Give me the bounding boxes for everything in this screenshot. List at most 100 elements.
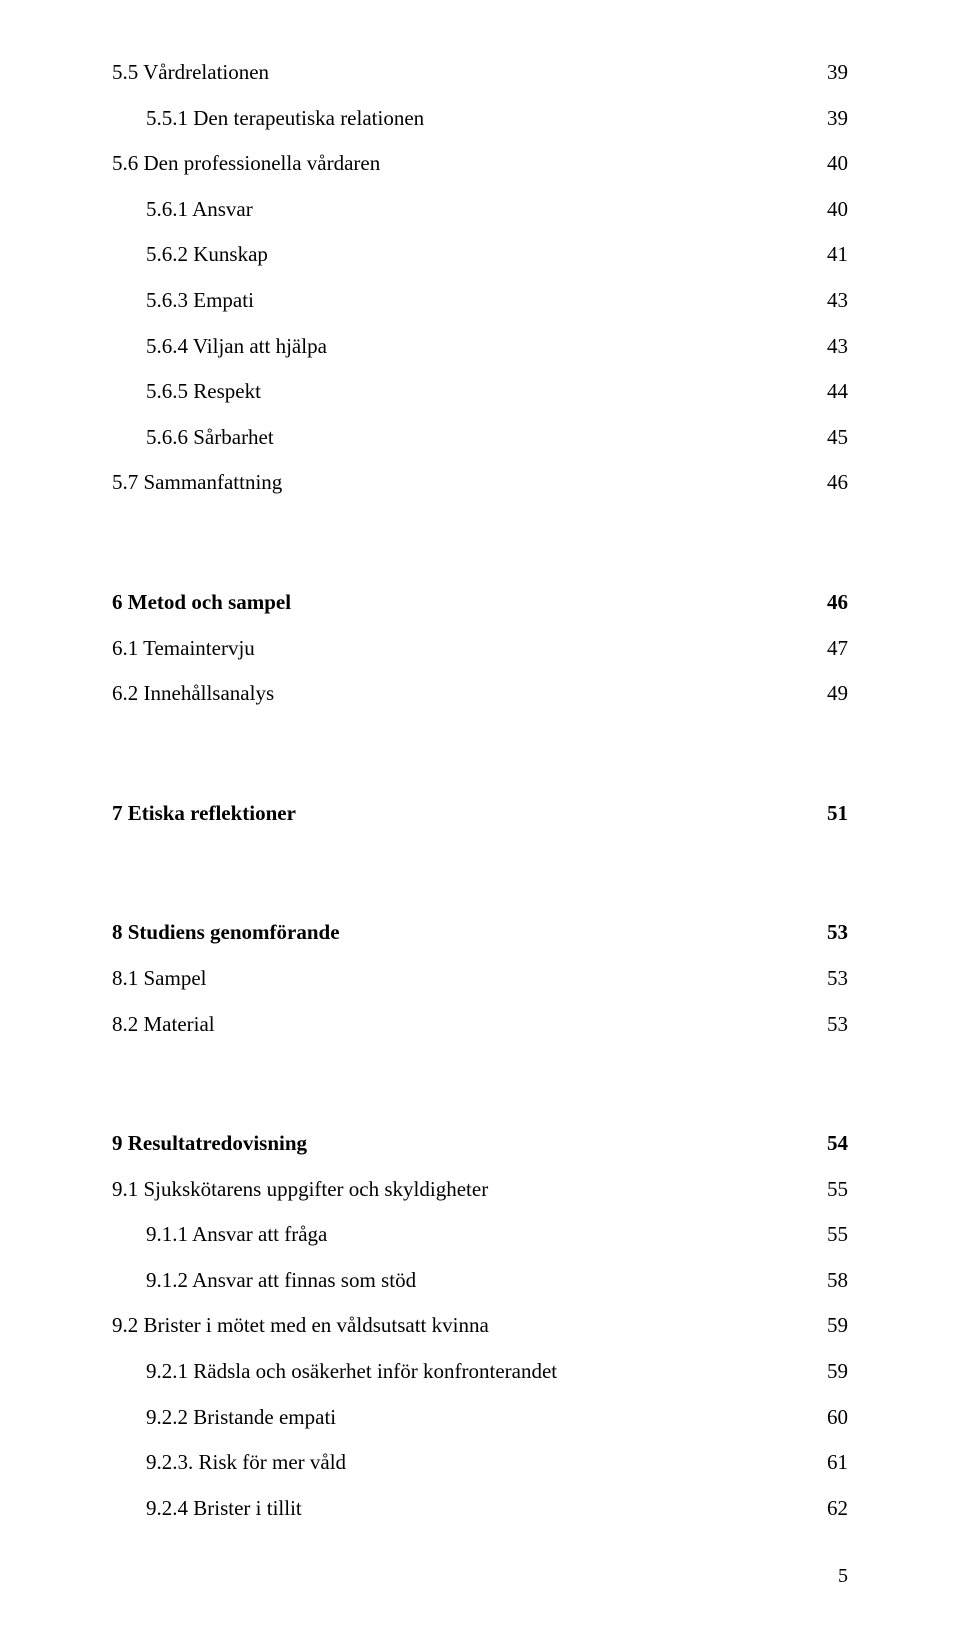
spacer xyxy=(112,1434,848,1446)
toc-page: 44 xyxy=(827,375,848,409)
toc-entry: 9 Resultatredovisning 54 xyxy=(112,1127,848,1161)
toc-page: 53 xyxy=(827,962,848,996)
toc-entry: 9.1.2 Ansvar att finnas som stöd58 xyxy=(112,1264,848,1298)
toc-entry: 5.6.6 Sårbarhet 45 xyxy=(112,421,848,455)
toc-label: 9.1 Sjukskötarens uppgifter och skyldigh… xyxy=(112,1173,488,1207)
toc-label: 8 Studiens genomförande xyxy=(112,916,340,950)
spacer xyxy=(112,1343,848,1355)
toc-label: 9.2.2 Bristande empati xyxy=(146,1401,336,1435)
toc-label: 5.6.3 Empati xyxy=(146,284,254,318)
toc-page: 46 xyxy=(827,586,848,620)
toc-page: 47 xyxy=(827,632,848,666)
toc-label: 7 Etiska reflektioner xyxy=(112,797,296,831)
spacer xyxy=(112,363,848,375)
toc-entry: 7 Etiska reflektioner 51 xyxy=(112,797,848,831)
toc-label: 9.2 Brister i mötet med en våldsutsatt k… xyxy=(112,1309,489,1343)
toc-label: 8.1 Sampel xyxy=(112,962,207,996)
toc-label: 5.5.1 Den terapeutiska relationen xyxy=(146,102,424,136)
spacer xyxy=(112,1297,848,1309)
toc-label: 9.2.1 Rädsla och osäkerhet inför konfron… xyxy=(146,1355,557,1389)
toc-entry: 9.2.2 Bristande empati 60 xyxy=(112,1401,848,1435)
toc-entry: 9.2.4 Brister i tillit 62 xyxy=(112,1492,848,1526)
toc-entry: 9.2.1 Rädsla och osäkerhet inför konfron… xyxy=(112,1355,848,1389)
toc-page: 46 xyxy=(827,466,848,500)
toc-page: 55 xyxy=(827,1218,848,1252)
spacer xyxy=(112,500,848,586)
toc-page: 59 xyxy=(827,1309,848,1343)
toc-entry: 8.1 Sampel 53 xyxy=(112,962,848,996)
toc-label: 6.1 Temaintervju xyxy=(112,632,255,666)
toc-entry: 5.6.5 Respekt 44 xyxy=(112,375,848,409)
toc-page: 51 xyxy=(827,797,848,831)
toc-entry: 9.1 Sjukskötarens uppgifter och skyldigh… xyxy=(112,1173,848,1207)
toc-label: 5.5 Vårdrelationen xyxy=(112,56,269,90)
spacer xyxy=(112,996,848,1008)
toc-page: 39 xyxy=(827,56,848,90)
spacer xyxy=(112,830,848,916)
spacer xyxy=(112,1206,848,1218)
toc-page: 41 xyxy=(827,238,848,272)
toc-label: 5.6.5 Respekt xyxy=(146,375,261,409)
spacer xyxy=(112,1252,848,1264)
toc-entry: 9.1.1 Ansvar att fråga 55 xyxy=(112,1218,848,1252)
toc-entry: 6.2 Innehållsanalys 49 xyxy=(112,677,848,711)
toc-page: 53 xyxy=(827,916,848,950)
toc-entry: 5.6.1 Ansvar 40 xyxy=(112,193,848,227)
toc-label: 9 Resultatredovisning xyxy=(112,1127,307,1161)
toc-page: 61 xyxy=(827,1446,848,1480)
toc-label: 8.2 Material xyxy=(112,1008,215,1042)
toc-label: 6 Metod och sampel xyxy=(112,586,291,620)
toc-page: 60 xyxy=(827,1401,848,1435)
toc-entry: 6 Metod och sampel 46 xyxy=(112,586,848,620)
spacer xyxy=(112,620,848,632)
toc-page: 49 xyxy=(827,677,848,711)
toc-label: 5.6 Den professionella vårdaren xyxy=(112,147,380,181)
toc-page: 43 xyxy=(827,284,848,318)
toc-page: 40 xyxy=(827,147,848,181)
page: 5.5 Vårdrelationen395.5.1 Den terapeutis… xyxy=(0,0,960,1632)
toc-label: 6.2 Innehållsanalys xyxy=(112,677,274,711)
toc-entry: 5.6 Den professionella vårdaren 40 xyxy=(112,147,848,181)
toc-entry: 5.7 Sammanfattning 46 xyxy=(112,466,848,500)
table-of-contents: 5.5 Vårdrelationen395.5.1 Den terapeutis… xyxy=(112,56,848,1525)
toc-label: 5.6.6 Sårbarhet xyxy=(146,421,274,455)
spacer xyxy=(112,90,848,102)
toc-page: 59 xyxy=(827,1355,848,1389)
toc-label: 9.2.4 Brister i tillit xyxy=(146,1492,302,1526)
toc-label: 5.6.2 Kunskap xyxy=(146,238,268,272)
spacer xyxy=(112,181,848,193)
toc-label: 9.1.1 Ansvar att fråga xyxy=(146,1218,327,1252)
toc-entry: 9.2.3. Risk för mer våld 61 xyxy=(112,1446,848,1480)
spacer xyxy=(112,711,848,797)
toc-entry: 5.6.3 Empati 43 xyxy=(112,284,848,318)
spacer xyxy=(112,454,848,466)
toc-entry: 8 Studiens genomförande 53 xyxy=(112,916,848,950)
toc-page: 40 xyxy=(827,193,848,227)
toc-label: 5.6.1 Ansvar xyxy=(146,193,253,227)
toc-entry: 5.5.1 Den terapeutiska relationen 39 xyxy=(112,102,848,136)
spacer xyxy=(112,950,848,962)
toc-page: 58 xyxy=(827,1264,848,1298)
spacer xyxy=(112,409,848,421)
toc-page: 53 xyxy=(827,1008,848,1042)
spacer xyxy=(112,1041,848,1127)
toc-entry: 6.1 Temaintervju 47 xyxy=(112,632,848,666)
toc-label: 5.6.4 Viljan att hjälpa xyxy=(146,330,327,364)
spacer xyxy=(112,1161,848,1173)
toc-entry: 5.5 Vårdrelationen 39 xyxy=(112,56,848,90)
spacer xyxy=(112,226,848,238)
toc-page: 55 xyxy=(827,1173,848,1207)
toc-label: 5.7 Sammanfattning xyxy=(112,466,282,500)
toc-entry: 5.6.4 Viljan att hjälpa 43 xyxy=(112,330,848,364)
toc-page: 54 xyxy=(827,1127,848,1161)
toc-entry: 9.2 Brister i mötet med en våldsutsatt k… xyxy=(112,1309,848,1343)
toc-label: 9.2.3. Risk för mer våld xyxy=(146,1446,346,1480)
toc-entry: 5.6.2 Kunskap 41 xyxy=(112,238,848,272)
toc-page: 62 xyxy=(827,1492,848,1526)
toc-page: 45 xyxy=(827,421,848,455)
toc-page: 43 xyxy=(827,330,848,364)
spacer xyxy=(112,665,848,677)
spacer xyxy=(112,272,848,284)
spacer xyxy=(112,318,848,330)
toc-page: 39 xyxy=(827,102,848,136)
